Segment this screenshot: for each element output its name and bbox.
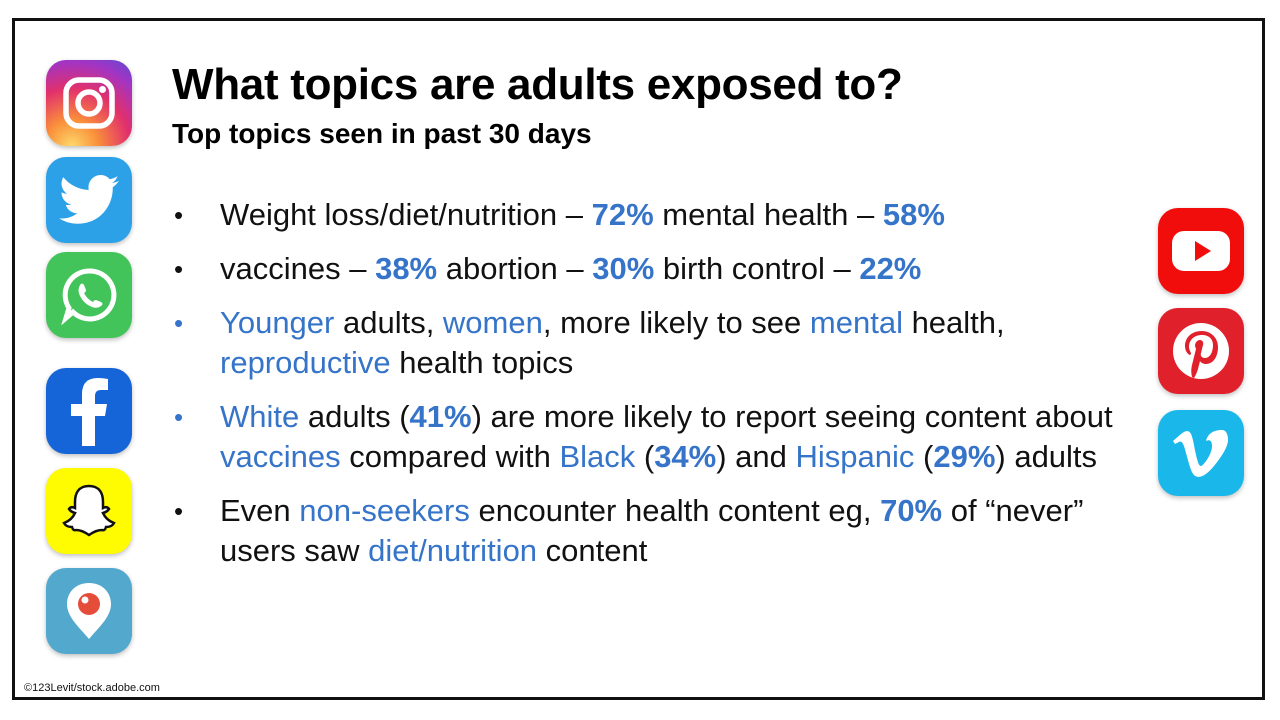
bullet-text: health, [902,305,1005,340]
bullet-text: Even [220,493,300,528]
bullet-text: encounter health content eg, [469,493,881,528]
image-credit: ©123Levit/stock.adobe.com [24,682,160,694]
bullet-text: adults, [334,305,443,340]
highlighted-text: Younger [220,305,335,340]
bullet-item: • Younger adults, women, more likely to s… [170,303,1130,383]
highlighted-text: mental [809,305,903,340]
bullet-item: • White adults (41%) are more likely to r… [170,397,1130,477]
bullet-marker: • [174,254,184,284]
bullet-text: Weight loss/diet/nutrition – [220,197,592,232]
bullet-item: • Weight loss/diet/nutrition – 72% mental… [170,195,1130,235]
highlighted-text: 70% [880,493,943,528]
bullet-marker: • [174,496,184,526]
twitter-icon [46,157,132,243]
highlighted-text: 38% [375,251,438,286]
instagram-icon [46,60,132,146]
highlighted-text: reproductive [220,345,391,380]
bullet-list: • Weight loss/diet/nutrition – 72% mental… [170,195,1130,585]
bullet-text: , more likely to see [542,305,810,340]
bullet-text: ( [914,439,934,474]
highlighted-text: White [220,399,300,434]
bullet-text: vaccines – [220,251,376,286]
vimeo-icon [1158,410,1244,496]
highlighted-text: 30% [592,251,655,286]
bullet-text: ( [635,439,655,474]
bullet-text: abortion – [437,251,593,286]
bullet-text: ) are more likely to report seeing conte… [471,399,1113,434]
highlighted-text: 72% [591,197,654,232]
highlighted-text: diet/nutrition [368,533,538,568]
bullet-item: • Even non-seekers encounter health conte… [170,491,1130,571]
highlighted-text: non-seekers [299,493,470,528]
highlighted-text: women [442,305,543,340]
highlighted-text: Hispanic [795,439,915,474]
slide-title: What topics are adults exposed to? [172,60,903,109]
periscope-icon [46,568,132,654]
bullet-text: compared with [340,439,560,474]
bullet-marker: • [174,200,184,230]
bullet-text: adults ( [299,399,410,434]
bullet-text: health topics [390,345,574,380]
highlighted-text: 22% [859,251,922,286]
slide-subtitle: Top topics seen in past 30 days [172,118,592,149]
youtube-icon [1158,208,1244,294]
bullet-text: ) adults [995,439,1098,474]
slide-frame [12,18,1265,700]
bullet-text: ) and [716,439,796,474]
bullet-marker: • [174,308,184,338]
snapchat-icon [46,468,132,554]
bullet-marker: • [174,402,184,432]
highlighted-text: Black [559,439,636,474]
highlighted-text: 58% [882,197,945,232]
highlighted-text: 41% [409,399,472,434]
highlighted-text: 34% [654,439,717,474]
highlighted-text: vaccines [220,439,341,474]
bullet-text: of “never” users saw [220,493,1084,568]
whatsapp-icon [46,252,132,338]
bullet-text: birth control – [654,251,860,286]
highlighted-text: 29% [933,439,996,474]
facebook-icon [46,368,132,454]
bullet-text: mental health – [653,197,883,232]
bullet-text: content [537,533,648,568]
pinterest-icon [1158,308,1244,394]
bullet-item: • vaccines – 38% abortion – 30% birth con… [170,249,1130,289]
